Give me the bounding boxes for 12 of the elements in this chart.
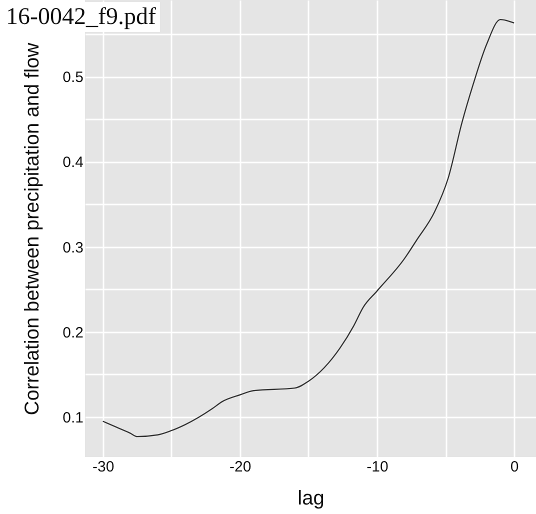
annotation: 16-0042_f9.pdf bbox=[6, 3, 156, 32]
y-tick-label: 0.5 bbox=[62, 69, 84, 86]
x-axis-title: lag bbox=[298, 488, 324, 510]
y-tick-label: 0.1 bbox=[62, 410, 84, 426]
y-tick-label: 0.2 bbox=[62, 324, 84, 342]
y-axis-title: Correlation between precipitation and flow bbox=[22, 42, 44, 416]
x-tick-label: -10 bbox=[366, 458, 388, 476]
x-tick-label: -30 bbox=[92, 458, 114, 476]
y-tick-label: 0.4 bbox=[62, 154, 84, 172]
x-tick-label: 0 bbox=[510, 458, 519, 476]
y-tick-label: 0.3 bbox=[62, 239, 84, 256]
x-tick-label: -20 bbox=[230, 458, 252, 476]
